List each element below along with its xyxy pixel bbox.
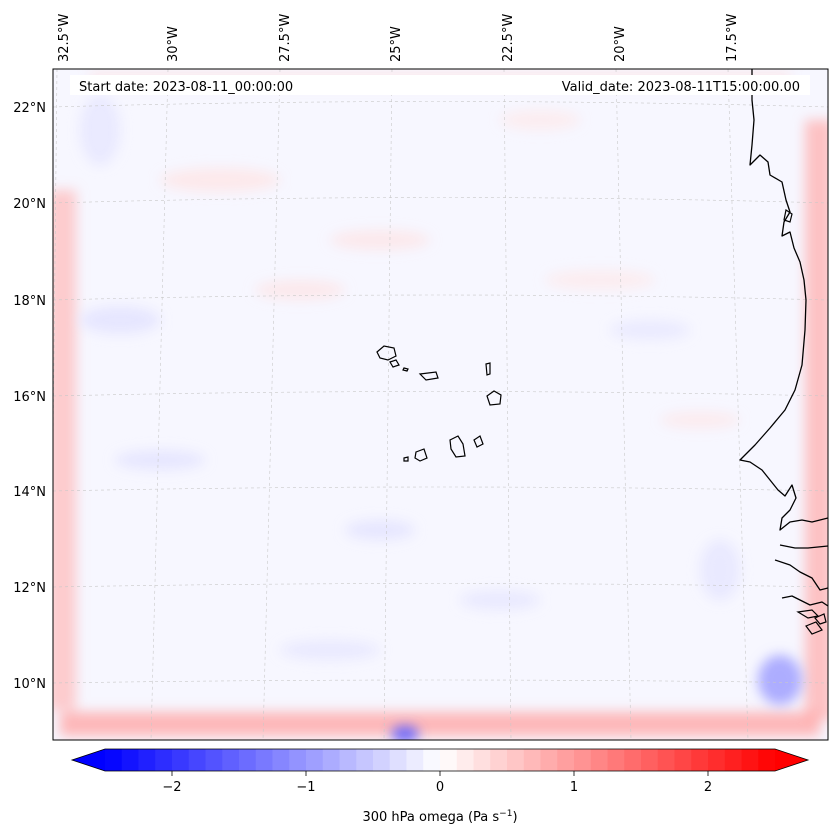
colorbar-max-extend: [775, 749, 808, 771]
colorbar-ticks: −2 −1 0 1 2: [162, 771, 712, 795]
colorbar-segment: [741, 749, 759, 771]
lon-label-27-5w: 27.5°W: [278, 14, 293, 62]
colorbar-segment: [607, 749, 625, 771]
colorbar-segment: [758, 749, 776, 771]
lon-label-32-5w: 32.5°W: [57, 14, 72, 62]
colorbar-segments: [105, 749, 776, 771]
boundary-positive-band: [53, 72, 828, 736]
bijagos-island-3: [814, 613, 827, 625]
colorbar-segment: [239, 749, 257, 771]
colorbar-segment: [657, 749, 675, 771]
colorbar-label: 300 hPa omega (Pa s−1): [362, 809, 517, 825]
colorbar-segment: [523, 749, 541, 771]
colorbar-segment: [389, 749, 407, 771]
colorbar-segment: [255, 749, 273, 771]
colorbar-tick-label: −1: [296, 780, 315, 795]
lat-label-16n: 16°N: [13, 390, 46, 405]
colorbar-segment: [188, 749, 206, 771]
colorbar-segment: [708, 749, 726, 771]
colorbar-min-extend: [72, 749, 105, 771]
colorbar-segment: [205, 749, 223, 771]
colorbar-segment: [105, 749, 123, 771]
bijagos-island-2: [805, 621, 823, 635]
colorbar-segment: [490, 749, 508, 771]
colorbar-segment: [222, 749, 240, 771]
colorbar-segment: [624, 749, 642, 771]
interior-patches: [80, 95, 802, 740]
colorbar-segment: [440, 749, 458, 771]
colorbar-segment: [724, 749, 742, 771]
latitude-labels: 22°N 20°N 18°N 16°N 14°N 12°N 10°N: [13, 101, 46, 692]
africa-coastline: [739, 69, 828, 607]
colorbar-segment: [356, 749, 374, 771]
graticule: [53, 69, 828, 740]
colorbar-segment: [507, 749, 525, 771]
colorbar-segment: [155, 749, 173, 771]
lon-label-25w: 25°W: [389, 26, 404, 62]
start-date-label: Start date: 2023-08-11_00:00:00: [79, 80, 293, 95]
colorbar-segment: [674, 749, 692, 771]
colorbar-segment: [473, 749, 491, 771]
colorbar-outline: [70, 748, 810, 772]
colorbar-segment: [590, 749, 608, 771]
colorbar-segment: [456, 749, 474, 771]
colorbar-tick-label: 0: [436, 780, 444, 795]
colorbar-tick-label: 1: [570, 780, 578, 795]
colorbar-segment: [172, 749, 190, 771]
lon-label-20w: 20°W: [613, 26, 628, 62]
valid-date-label: Valid_date: 2023-08-11T15:00:00.00: [562, 80, 800, 95]
lat-label-12n: 12°N: [13, 581, 46, 596]
arguin-island: [783, 209, 793, 223]
colorbar-segment: [423, 749, 441, 771]
colorbar-segment: [339, 749, 357, 771]
lon-label-17-5w: 17.5°W: [725, 14, 740, 62]
map-background: [53, 69, 828, 740]
colorbar-segment: [557, 749, 575, 771]
longitude-labels: 32.5°W 30°W 27.5°W 25°W 22.5°W 20°W 17.5…: [57, 14, 740, 62]
colorbar-segment: [272, 749, 290, 771]
date-header-box: [70, 75, 810, 95]
colorbar-segment: [641, 749, 659, 771]
lat-label-14n: 14°N: [13, 485, 46, 500]
lat-label-10n: 10°N: [13, 677, 46, 692]
colorbar-segment: [289, 749, 307, 771]
map-frame: [52, 68, 829, 741]
colorbar-segment: [138, 749, 156, 771]
colorbar-segment: [406, 749, 424, 771]
omega-field: [53, 69, 828, 740]
lon-label-22-5w: 22.5°W: [501, 14, 516, 62]
colorbar-tick-label: −2: [162, 780, 181, 795]
lat-label-20n: 20°N: [13, 197, 46, 212]
colorbar-segment: [540, 749, 558, 771]
cape-verde-islands: [376, 345, 502, 462]
map-panel: Start date: 2023-08-11_00:00:00 Valid_da…: [52, 68, 829, 741]
colorbar-segment: [306, 749, 324, 771]
colorbar-segment: [322, 749, 340, 771]
colorbar-segment: [691, 749, 709, 771]
colorbar-segment: [121, 749, 139, 771]
lat-label-18n: 18°N: [13, 294, 46, 309]
bijagos-island: [796, 609, 820, 619]
colorbar-tick-label: 2: [704, 780, 712, 795]
colorbar-segment: [574, 749, 592, 771]
colorbar: −2 −1 0 1 2 300 hPa omega (Pa s−1): [70, 748, 810, 825]
lon-label-30w: 30°W: [166, 26, 181, 62]
colorbar-segment: [373, 749, 391, 771]
lat-label-22n: 22°N: [13, 101, 46, 116]
